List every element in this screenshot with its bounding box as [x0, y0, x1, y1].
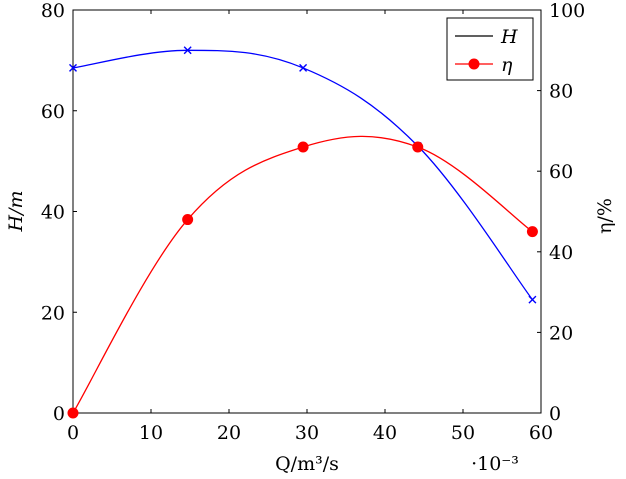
y-right-tick-label: 20 — [549, 322, 573, 344]
series-eta-point — [526, 226, 538, 238]
x-tick-label: 50 — [451, 422, 475, 444]
x-tick-label: 10 — [139, 422, 163, 444]
series-eta-point — [182, 214, 194, 226]
series-layer — [67, 46, 538, 419]
y-left-tick-label: 60 — [41, 101, 65, 123]
y-left-tick-label: 20 — [41, 302, 65, 324]
series-h-point — [69, 63, 77, 72]
legend: H η — [446, 17, 534, 81]
x-tick-label: 20 — [217, 422, 241, 444]
series-eta-point — [297, 141, 309, 153]
x-tick-label: 30 — [295, 422, 319, 444]
y-axis-left-label: H/m — [5, 191, 27, 233]
legend-eta-marker — [468, 58, 480, 70]
legend-h-label: H — [500, 26, 518, 48]
x-axis-label: Q/m³/s — [275, 453, 339, 475]
x-tick-label: 40 — [373, 422, 397, 444]
x-axis-multiplier: ·10⁻³ — [471, 453, 519, 475]
y-right-tick-label: 0 — [549, 403, 561, 425]
y-right-tick-label: 80 — [549, 81, 573, 103]
y-right-tick-label: 60 — [549, 161, 573, 183]
legend-eta-label: η — [501, 54, 513, 76]
x-tick-label: 0 — [67, 422, 79, 444]
series-eta-point — [412, 141, 424, 153]
legend-box — [446, 17, 534, 81]
series-eta-line — [72, 135, 533, 414]
y-right-tick-label: 100 — [549, 0, 585, 22]
y-right-tick-label: 40 — [549, 242, 573, 264]
y-axis-right-label: η/% — [594, 198, 616, 234]
series-h-point — [528, 295, 537, 304]
y-left-tick-label: 40 — [41, 202, 65, 224]
series-eta-point — [67, 407, 79, 419]
y-left-tick-label: 80 — [41, 0, 65, 22]
series-h-point — [299, 63, 308, 72]
y-left-tick-label: 0 — [53, 403, 65, 425]
series-h-line — [72, 49, 533, 301]
x-tick-label: 60 — [529, 422, 553, 444]
series-h-point — [183, 46, 192, 55]
